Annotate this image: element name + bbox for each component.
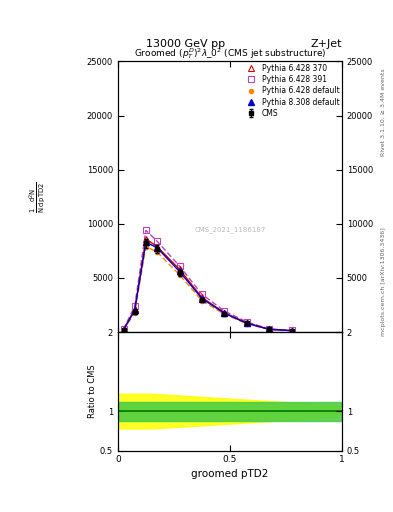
- Pythia 6.428 370: [132, 306, 137, 312]
- Text: 13000 GeV pp: 13000 GeV pp: [145, 38, 225, 49]
- Pythia 6.428 default: [143, 244, 148, 250]
- Text: Z+Jet: Z+Jet: [310, 38, 342, 49]
- Pythia 6.428 default: [132, 310, 137, 316]
- Pythia 8.308 default: [200, 295, 204, 302]
- Pythia 8.308 default: [143, 239, 148, 245]
- Pythia 6.428 391: [177, 263, 182, 269]
- Pythia 6.428 default: [222, 311, 227, 317]
- Text: mcplots.cern.ch [arXiv:1306.3436]: mcplots.cern.ch [arXiv:1306.3436]: [381, 227, 386, 336]
- Pythia 6.428 391: [121, 326, 126, 332]
- Pythia 6.428 391: [132, 303, 137, 309]
- Pythia 6.428 391: [222, 308, 227, 314]
- Pythia 6.428 default: [155, 249, 160, 255]
- Pythia 6.428 default: [200, 297, 204, 304]
- Pythia 6.428 391: [289, 327, 294, 333]
- Legend: Pythia 6.428 370, Pythia 6.428 391, Pythia 6.428 default, Pythia 8.308 default, : Pythia 6.428 370, Pythia 6.428 391, Pyth…: [244, 63, 340, 118]
- Pythia 6.428 370: [267, 326, 272, 332]
- Pythia 6.428 370: [222, 310, 227, 316]
- Pythia 6.428 370: [177, 266, 182, 272]
- Pythia 8.308 default: [244, 320, 249, 326]
- Pythia 8.308 default: [177, 268, 182, 274]
- Pythia 8.308 default: [132, 307, 137, 313]
- Pythia 6.428 370: [121, 327, 126, 333]
- Y-axis label: Ratio to CMS: Ratio to CMS: [88, 365, 97, 418]
- Pythia 6.428 370: [289, 328, 294, 334]
- Line: Pythia 8.308 default: Pythia 8.308 default: [121, 240, 294, 333]
- Pythia 6.428 370: [244, 320, 249, 326]
- Title: Groomed $(p_T^D)^2\lambda\_0^2$ (CMS jet substructure): Groomed $(p_T^D)^2\lambda\_0^2$ (CMS jet…: [134, 47, 326, 61]
- Text: CMS_2021_1186187: CMS_2021_1186187: [194, 226, 266, 232]
- Pythia 6.428 default: [177, 272, 182, 278]
- Pythia 6.428 391: [267, 326, 272, 332]
- Line: Pythia 6.428 391: Pythia 6.428 391: [121, 227, 294, 333]
- Pythia 6.428 370: [143, 236, 148, 242]
- Pythia 8.308 default: [155, 245, 160, 251]
- Pythia 6.428 391: [200, 291, 204, 297]
- Line: Pythia 6.428 default: Pythia 6.428 default: [121, 245, 294, 333]
- Line: Pythia 6.428 370: Pythia 6.428 370: [121, 236, 294, 333]
- Pythia 6.428 391: [143, 227, 148, 233]
- Pythia 8.308 default: [289, 328, 294, 334]
- Pythia 6.428 370: [155, 244, 160, 250]
- Pythia 8.308 default: [222, 310, 227, 316]
- Pythia 8.308 default: [121, 327, 126, 333]
- Pythia 8.308 default: [267, 326, 272, 332]
- Text: Rivet 3.1.10, ≥ 3.4M events: Rivet 3.1.10, ≥ 3.4M events: [381, 69, 386, 157]
- Pythia 6.428 default: [244, 321, 249, 327]
- Pythia 6.428 default: [121, 327, 126, 333]
- Pythia 6.428 370: [200, 294, 204, 301]
- Pythia 6.428 391: [244, 319, 249, 325]
- X-axis label: groomed pTD2: groomed pTD2: [191, 468, 268, 479]
- Pythia 6.428 default: [267, 327, 272, 333]
- Y-axis label: $\frac{1}{\rm N}\frac{{\rm d}^2{\rm N}}{{\rm d\,pTD2}}$: $\frac{1}{\rm N}\frac{{\rm d}^2{\rm N}}{…: [28, 181, 48, 212]
- Pythia 6.428 391: [155, 238, 160, 244]
- Pythia 6.428 default: [289, 328, 294, 334]
